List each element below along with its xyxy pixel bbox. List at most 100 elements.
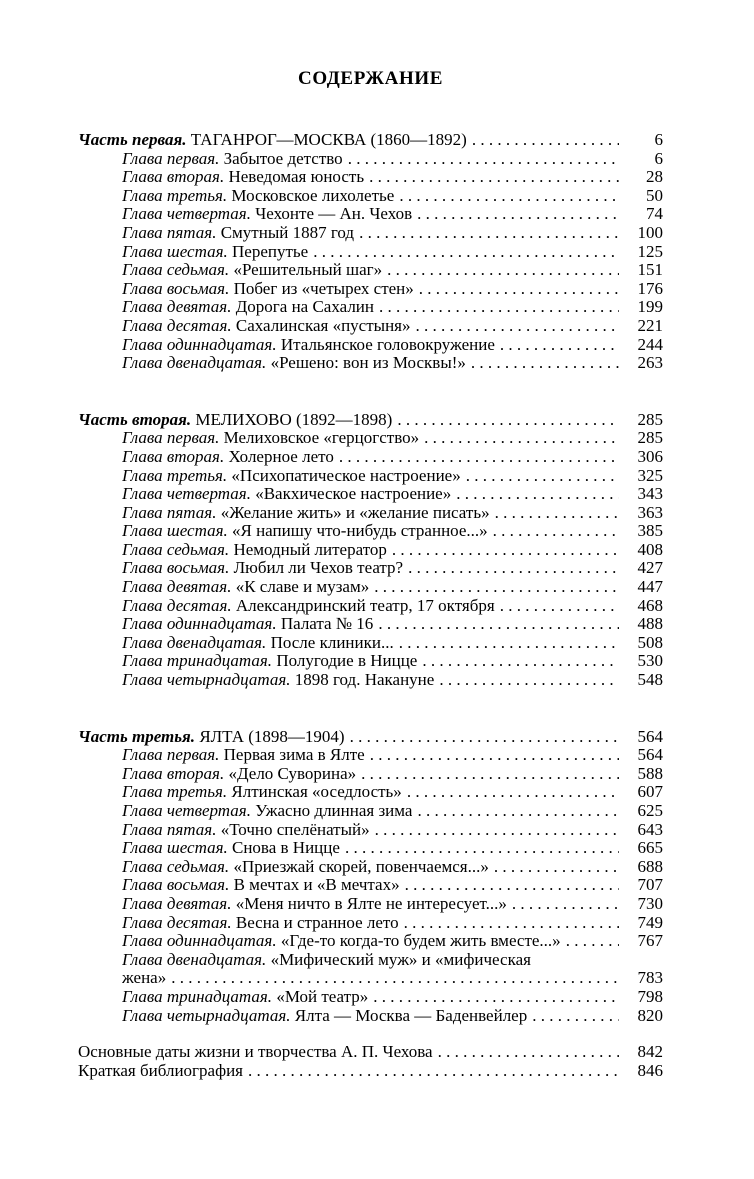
entry-text: Глава первая. Забытое детство [122,150,343,169]
leader-dots: . . . . . . . . . . . . . . . . . . . . … [532,1006,619,1025]
entry-text: жена» [122,969,166,988]
page-number: 199 [637,297,664,317]
entry-label: Глава четвертая. [122,802,251,820]
toc-chapter-row: Глава шестая. «Я напишу что-нибудь стран… [78,522,663,541]
leader-dots: . . . . . . . . . . . . . . . . . . . . … [494,503,619,522]
entry-label: Часть третья. [78,727,196,746]
entry-title: Дорога на Сахалин [235,298,374,317]
entry-text: Глава четвертая. Чехонте — Ан. Чехов [122,205,412,224]
toc-chapter-row: Глава девятая. «К славе и музам». . . . … [78,577,663,597]
leader-dots: . . . . . . . . . . . . . . . . . . . . … [511,894,619,913]
entry-title: жена» [122,969,167,988]
page-number: 74 [646,204,663,224]
entry-title: Немодный литератор [233,540,387,559]
toc-chapter-row: Глава третья. Ялтинская «оседлость». . .… [78,783,663,802]
entry-text: Глава седьмая. «Приезжай скорей, повенча… [122,858,489,877]
page-number: 730 [637,893,664,913]
entry-title: 1898 год. Накануне [294,671,435,690]
entry-title: Ялтинская «оседлость» [231,783,402,802]
toc-chapter-row: Глава десятая. Сахалинская «пустыня». . … [78,315,664,336]
entry-title: Палата № 16 [280,615,374,634]
leader-dots: . . . . . . . . . . . . . . . . . . . . … [344,839,619,858]
book-page: СОДЕРЖАНИЕ Часть первая. ТАГАНРОГ—МОСКВА… [78,68,664,1081]
entry-title: После клиники... [270,633,394,652]
entry-label: Глава первая. [122,149,220,168]
entry-title: Александринский театр, 17 октября [235,596,495,615]
page-number: 688 [637,856,664,876]
page-number: 50 [646,185,663,205]
entry-label: Глава тринадцатая. [122,652,273,671]
leader-dots: . . . . . . . . . . . . . . . . . . . . … [456,485,619,504]
toc-chapter-row: Глава первая. Забытое детство. . . . . .… [78,149,663,169]
entry-title: «Точно спелёнатый» [220,820,370,839]
entry-label: Глава десятая. [122,596,232,615]
page-number: 408 [637,539,664,559]
entry-title: «Решено: вон из Москвы!» [270,354,466,373]
entry-label: Глава седьмая. [122,857,230,876]
toc-appendix-row: Краткая библиография . . . . . . . . . . … [78,1060,664,1081]
leader-dots: . . . . . . . . . . . . . . . . . . . . … [470,354,619,373]
entry-label: Глава первая. [122,429,220,448]
leader-dots: . . . . . . . . . . . . . . . . . . . . … [465,466,619,485]
leader-dots: . . . . . . . . . . . . . . . . . . . . … [361,764,619,783]
page-number: 285 [637,409,664,429]
page-number: 100 [637,222,664,242]
leader-dots: . . . . . . . . . . . . . . . . . . . . … [369,746,619,765]
leader-dots: . . . . . . . . . . . . . . . . . . . . … [406,783,619,802]
entry-text: Глава девятая. Дорога на Сахалин [122,298,374,317]
entry-label: Глава одиннадцатая. [122,932,277,951]
entry-title: Холерное лето [228,447,334,466]
leader-dots: . . . . . . . . . . . . . . . . . . . . … [437,1043,619,1062]
toc-chapter-row: Глава девятая. Дорога на Сахалин . . . . … [78,298,663,317]
entry-text: Глава одиннадцатая. Итальянское головокр… [122,336,495,355]
toc-chapter-row: Глава двенадцатая. «Решено: вон из Москв… [78,354,663,373]
entry-text: Глава двенадцатая. «Решено: вон из Москв… [122,354,466,373]
entry-text: Глава восьмая. Любил ли Чехов театр? [122,559,403,578]
entry-label: Глава третья. [122,466,228,485]
leader-dots: . . . . . . . . . . . . . . . . . . . . … [374,820,619,839]
page-number: 343 [637,484,664,504]
page-title: СОДЕРЖАНИЕ [298,68,443,89]
entry-title: «Вакхическое настроение» [255,485,452,504]
entry-text: Глава пятая. «Точно спелёнатый» [122,821,370,840]
entry-label: Глава четырнадцатая. [122,671,291,690]
entry-title: Любил ли Чехов театр? [233,559,404,578]
leader-dots: . . . . . . . . . . . . . . . . . . . . … [415,316,619,335]
page-number: 151 [637,260,664,280]
entry-title: ЯЛТА (1898—1904) [199,727,345,746]
entry-text: Глава восьмая. В мечтах и «В мечтах» [122,876,400,895]
toc-chapter-row: Глава четвертая. Ужасно длинная зима. . … [78,801,663,821]
entry-text: Глава девятая. «К славе и музам» [122,578,369,597]
entry-title: Краткая библиография [78,1061,243,1080]
entry-label: Глава восьмая. [122,876,230,895]
toc-chapter-row: Глава третья. Московское лихолетье. . . … [78,185,663,206]
toc-part-row: Часть третья. ЯЛТА (1898—1904). . . . . … [78,727,663,747]
entry-text: Глава тринадцатая. Полугодие в Ницце [122,652,417,671]
leader-dots: . . . . . . . . . . . . . . . . . . . . … [418,279,619,298]
leader-dots: . . . . . . . . . . . . . . . . . . . . … [171,969,619,988]
entry-label: Глава пятая. [122,223,217,242]
page-number: 846 [637,1060,664,1080]
entry-title: Полугодие в Ницце [276,652,418,671]
entry-text: Глава вторая. Холерное лето [122,448,334,467]
toc-chapter-row: Глава восьмая. Побег из «четырех стен». … [78,279,663,299]
entry-title: Чехонте — Ан. Чехов [255,205,413,224]
entry-label: Глава восьмая. [122,559,230,578]
page-number: 767 [637,931,664,951]
toc-chapter-row: Глава двенадцатая. «Мифический муж» и «м… [78,951,663,970]
toc-chapter-row: Глава пятая. Смутный 1887 год. . . . . .… [78,222,664,243]
toc-chapter-row: Глава десятая. Весна и странное лето. . … [78,913,663,933]
toc-chapter-row: Глава одиннадцатая. Итальянское головокр… [78,335,663,355]
page-number: 125 [637,241,664,261]
leader-dots: . . . . . . . . . . . . . . . . . . . . … [399,186,619,205]
page-number: 221 [637,315,664,335]
toc-chapter-row: Глава вторая. «Дело Суворина» . . . . . .… [78,764,663,784]
entry-text: Глава одиннадцатая. «Где-то когда-то буд… [122,932,561,951]
page-number: 783 [637,968,664,988]
entry-label: Глава одиннадцатая. [122,615,277,634]
entry-text: Глава четвертая. «Вакхическое настроение… [122,485,451,504]
entry-text: Глава вторая. «Дело Суворина» [122,765,356,784]
entry-title: «Желание жить» и «желание писать» [220,503,490,522]
entry-label: Глава девятая. [122,298,232,317]
page-number: 6 [654,130,664,149]
